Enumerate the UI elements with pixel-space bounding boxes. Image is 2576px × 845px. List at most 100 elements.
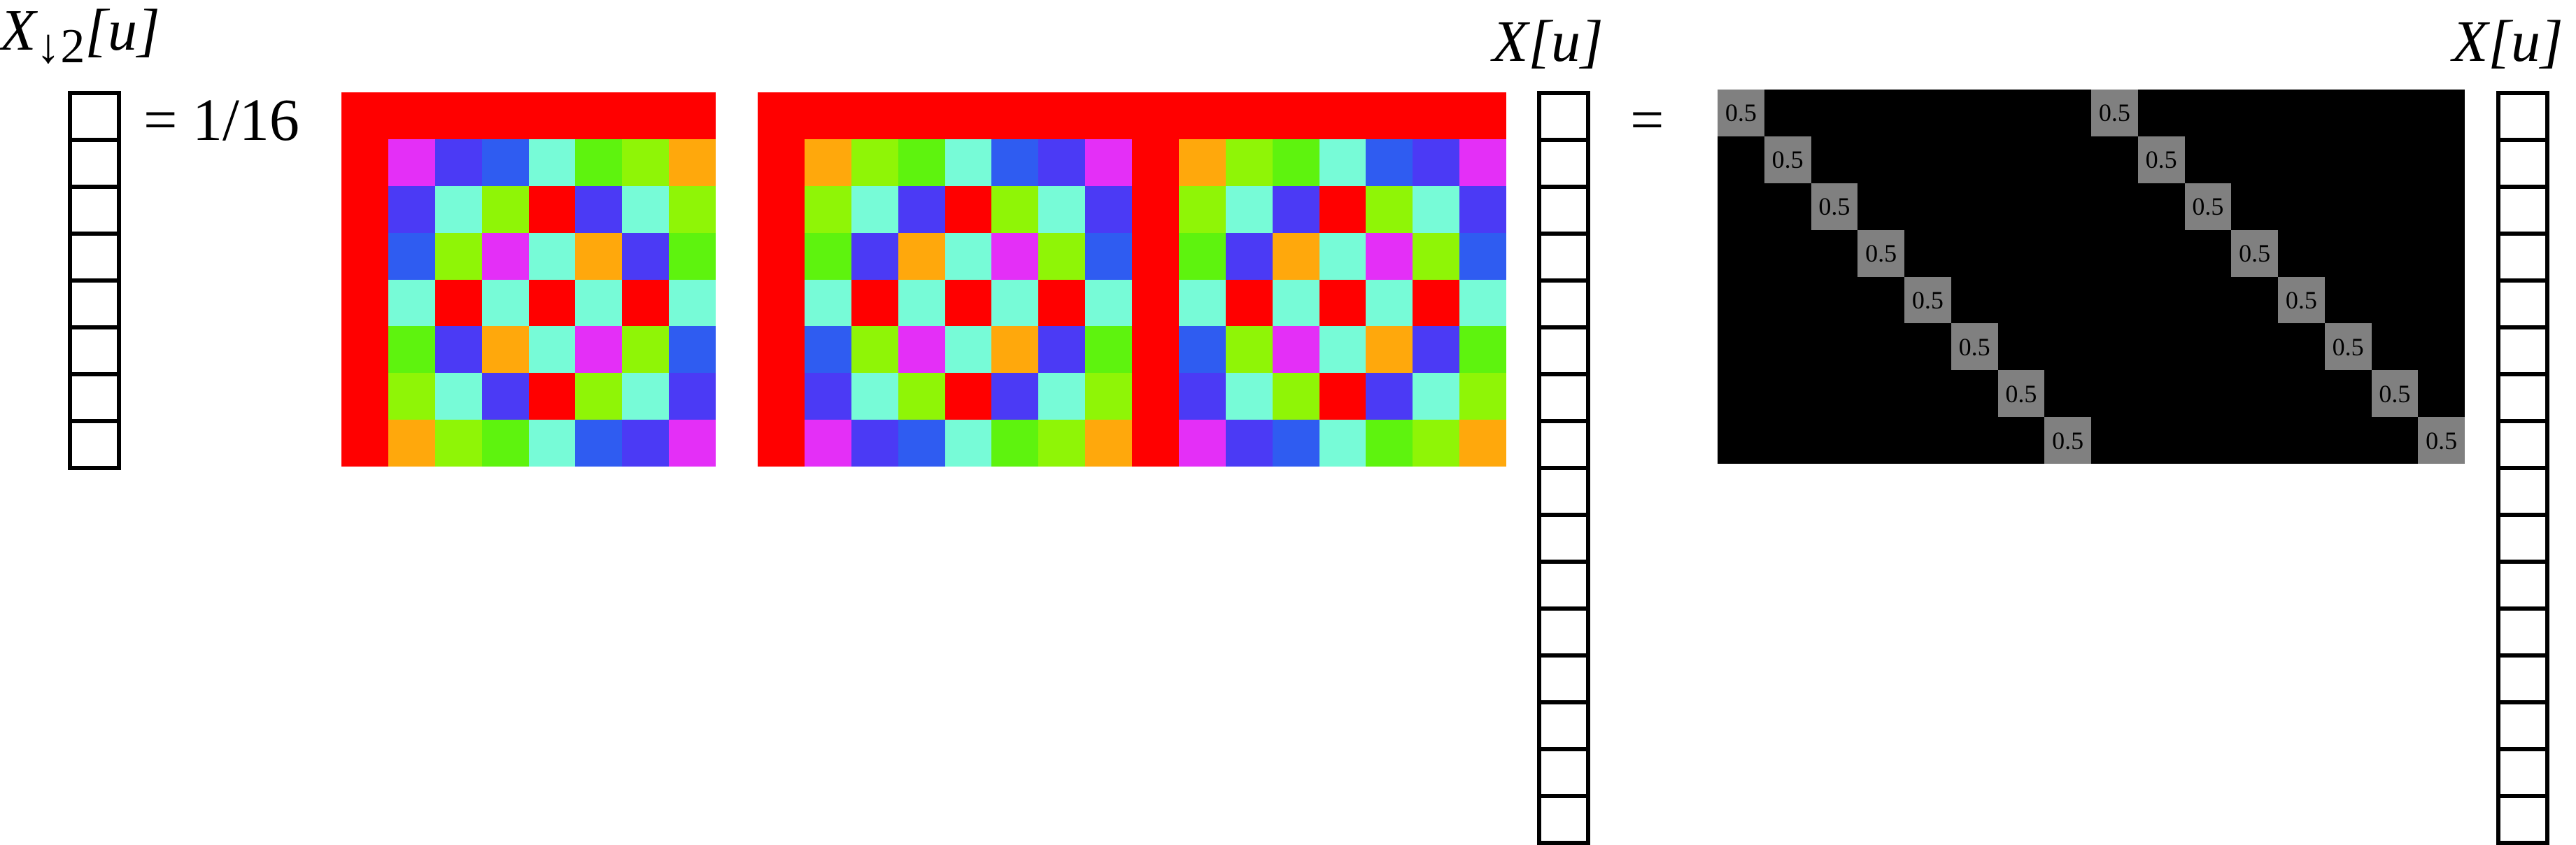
vector-cell: [68, 325, 121, 376]
matrix-cell: [944, 139, 992, 186]
matrix-zero-cell: [2091, 136, 2138, 183]
vector-cell: [68, 419, 121, 470]
matrix-cell: [1459, 420, 1506, 467]
matrix-zero-cell: [1857, 183, 1904, 230]
vector-cell: [2496, 185, 2549, 236]
matrix-cell: [898, 185, 945, 233]
matrix-zero-cell: [1764, 417, 1811, 464]
matrix-zero-cell: [1904, 417, 1951, 464]
vector-cell: [1537, 700, 1590, 751]
vector-cell: [1537, 513, 1590, 564]
matrix-value-cell: 0.5: [1811, 183, 1858, 230]
matrix-zero-cell: [2371, 229, 2419, 277]
vector-cell: [2496, 91, 2549, 142]
matrix-cell: [1085, 420, 1132, 467]
matrix-cell: [1272, 232, 1319, 280]
matrix-zero-cell: [1764, 229, 1811, 277]
matrix-cell: [1319, 185, 1366, 233]
matrix-zero-cell: [1718, 417, 1764, 464]
vector-cell: [68, 138, 121, 189]
vector-cell: [2496, 606, 2549, 658]
matrix-zero-cell: [1904, 90, 1951, 136]
matrix-zero-cell: [2324, 417, 2372, 464]
matrix-cell: [1038, 139, 1086, 186]
matrix-zero-cell: [2278, 136, 2325, 183]
matrix-zero-cell: [2184, 417, 2232, 464]
vector-cell: [68, 232, 121, 283]
matrix-cell: [575, 326, 623, 374]
matrix-cell: [1132, 92, 1179, 139]
matrix-cell: [622, 139, 670, 186]
matrix-cell: [1319, 232, 1366, 280]
matrix-cell: [1085, 326, 1132, 374]
matrix-cell: [898, 232, 945, 280]
matrix-cell: [622, 420, 670, 467]
matrix-cell: [944, 185, 992, 233]
downsampled-signal-label: X↓2[u]: [0, 1, 160, 71]
idft-matrix: [758, 92, 1506, 467]
matrix-cell: [944, 326, 992, 374]
matrix-cell: [1178, 185, 1226, 233]
matrix-zero-cell: [2231, 370, 2278, 418]
vector-cell: [2496, 466, 2549, 517]
matrix-zero-cell: [2324, 370, 2372, 418]
matrix-cell: [481, 139, 529, 186]
matrix-zero-cell: [1764, 183, 1811, 230]
matrix-cell: [341, 373, 388, 420]
scale-equation: = 1/16: [143, 86, 299, 153]
matrix-zero-cell: [2371, 323, 2419, 371]
matrix-cell: [758, 185, 805, 233]
matrix-cell: [851, 279, 898, 327]
vector-cell: [2496, 138, 2549, 189]
matrix-cell: [341, 232, 388, 280]
vector-cell: [1537, 372, 1590, 423]
matrix-cell: [1085, 139, 1132, 186]
matrix-cell: [851, 185, 898, 233]
matrix-cell: [1319, 420, 1366, 467]
matrix-cell: [1038, 92, 1086, 139]
vector-cell: [2496, 794, 2549, 845]
matrix-cell: [851, 326, 898, 374]
vector-cell: [1537, 794, 1590, 845]
matrix-cell: [898, 373, 945, 420]
matrix-cell: [1366, 139, 1413, 186]
matrix-zero-cell: [1904, 136, 1951, 183]
matrix-zero-cell: [1764, 323, 1811, 371]
matrix-cell: [1038, 373, 1086, 420]
matrix-zero-cell: [2371, 276, 2419, 324]
matrix-cell: [1132, 373, 1179, 420]
matrix-zero-cell: [2044, 276, 2091, 324]
matrix-zero-cell: [2137, 417, 2185, 464]
matrix-cell: [758, 92, 805, 139]
matrix-zero-cell: [2137, 276, 2185, 324]
matrix-cell: [991, 139, 1039, 186]
matrix-cell: [991, 420, 1039, 467]
vector-cell: [68, 278, 121, 329]
signal-label-right: X[u]: [2452, 13, 2563, 71]
matrix-cell: [991, 185, 1039, 233]
matrix-cell: [434, 92, 482, 139]
matrix-zero-cell: [1857, 136, 1904, 183]
matrix-zero-cell: [1951, 90, 1998, 136]
dft-matrix: [341, 92, 716, 467]
vector-cell: [2496, 278, 2549, 329]
matrix-cell: [528, 279, 576, 327]
matrix-zero-cell: [2418, 370, 2465, 418]
matrix-value-cell: 0.5: [1904, 276, 1951, 324]
label-base: X: [2452, 9, 2489, 74]
matrix-cell: [1178, 420, 1226, 467]
matrix-cell: [341, 185, 388, 233]
matrix-cell: [991, 232, 1039, 280]
matrix-zero-cell: [1857, 276, 1904, 324]
matrix-value-cell: 0.5: [2371, 370, 2419, 418]
matrix-zero-cell: [2184, 370, 2232, 418]
matrix-cell: [944, 232, 992, 280]
matrix-zero-cell: [1997, 90, 2045, 136]
matrix-cell: [575, 373, 623, 420]
matrix-cell: [1366, 279, 1413, 327]
matrix-cell: [481, 279, 529, 327]
equals-sign: =: [1630, 86, 1664, 153]
matrix-zero-cell: [2418, 323, 2465, 371]
matrix-cell: [944, 92, 992, 139]
matrix-zero-cell: [1764, 90, 1811, 136]
